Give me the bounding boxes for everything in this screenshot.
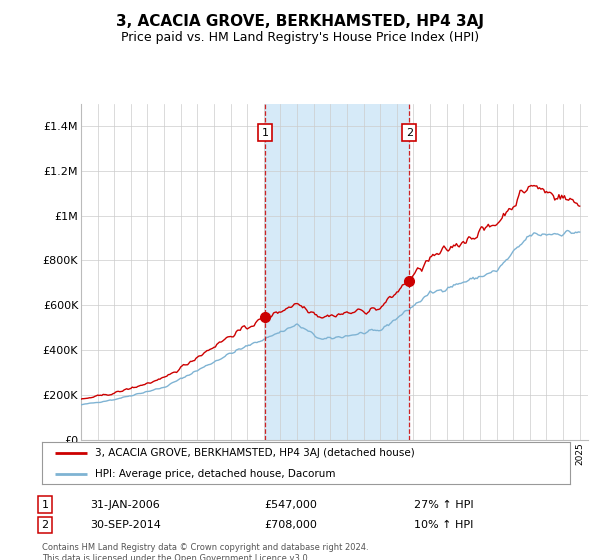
Text: 1: 1 — [41, 500, 49, 510]
Text: 1: 1 — [262, 128, 269, 138]
Text: 31-JAN-2006: 31-JAN-2006 — [90, 500, 160, 510]
Bar — [265, 104, 409, 440]
Text: 10% ↑ HPI: 10% ↑ HPI — [414, 520, 473, 530]
Text: Price paid vs. HM Land Registry's House Price Index (HPI): Price paid vs. HM Land Registry's House … — [121, 31, 479, 44]
Text: 2: 2 — [41, 520, 49, 530]
Text: £547,000: £547,000 — [264, 500, 317, 510]
Text: Contains HM Land Registry data © Crown copyright and database right 2024.
This d: Contains HM Land Registry data © Crown c… — [42, 543, 368, 560]
Text: 30-SEP-2014: 30-SEP-2014 — [90, 520, 161, 530]
Text: £708,000: £708,000 — [264, 520, 317, 530]
Text: 3, ACACIA GROVE, BERKHAMSTED, HP4 3AJ (detached house): 3, ACACIA GROVE, BERKHAMSTED, HP4 3AJ (d… — [95, 448, 415, 458]
Text: 3, ACACIA GROVE, BERKHAMSTED, HP4 3AJ: 3, ACACIA GROVE, BERKHAMSTED, HP4 3AJ — [116, 14, 484, 29]
Text: HPI: Average price, detached house, Dacorum: HPI: Average price, detached house, Daco… — [95, 469, 335, 479]
Text: 27% ↑ HPI: 27% ↑ HPI — [414, 500, 473, 510]
Text: 2: 2 — [406, 128, 413, 138]
